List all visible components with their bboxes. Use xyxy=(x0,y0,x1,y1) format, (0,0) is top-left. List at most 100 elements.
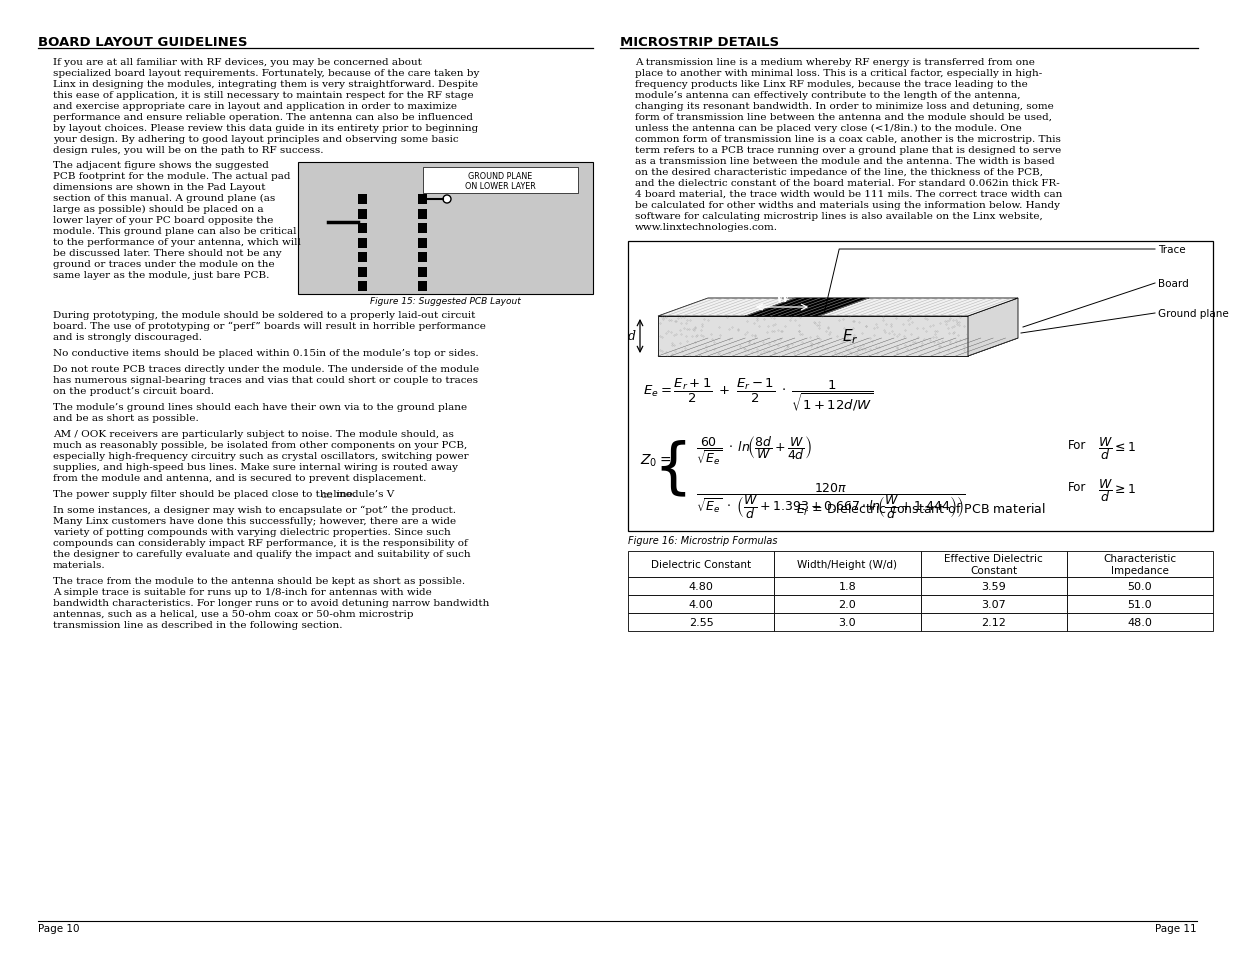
Text: lower layer of your PC board opposite the: lower layer of your PC board opposite th… xyxy=(53,215,273,225)
Text: 2.55: 2.55 xyxy=(689,618,714,627)
Bar xyxy=(417,282,427,292)
Text: PCB footprint for the module. The actual pad: PCB footprint for the module. The actual… xyxy=(53,172,290,181)
Text: Board: Board xyxy=(1158,278,1189,289)
Bar xyxy=(920,614,1067,631)
Text: For: For xyxy=(1068,438,1087,452)
Bar xyxy=(774,578,920,596)
Bar xyxy=(358,210,367,219)
Text: 51.0: 51.0 xyxy=(1128,599,1152,609)
Text: A simple trace is suitable for runs up to 1/8-inch for antennas with wide: A simple trace is suitable for runs up t… xyxy=(53,587,432,597)
Text: Figure 16: Microstrip Formulas: Figure 16: Microstrip Formulas xyxy=(629,536,778,545)
Text: d: d xyxy=(629,330,636,343)
Text: 3.0: 3.0 xyxy=(839,618,856,627)
Bar xyxy=(298,163,593,294)
Text: to the performance of your antenna, which will: to the performance of your antenna, whic… xyxy=(53,237,301,247)
Bar xyxy=(1067,552,1213,578)
Text: www.linxtechnologies.com.: www.linxtechnologies.com. xyxy=(635,223,778,232)
Text: ground or traces under the module on the: ground or traces under the module on the xyxy=(53,260,274,269)
Text: $Z_0=$: $Z_0=$ xyxy=(640,453,672,469)
Text: $\dfrac{W}{d} \geq 1$: $\dfrac{W}{d} \geq 1$ xyxy=(1098,476,1136,503)
Text: $\dfrac{120\pi}{\sqrt{E_e} \;\cdot\; \left(\dfrac{W}{d} + 1.393 + 0.667 \cdot \m: $\dfrac{120\pi}{\sqrt{E_e} \;\cdot\; \le… xyxy=(697,480,966,520)
Text: software for calculating microstrip lines is also available on the Linx website,: software for calculating microstrip line… xyxy=(635,212,1042,221)
Text: 2.12: 2.12 xyxy=(981,618,1007,627)
Text: No conductive items should be placed within 0.15in of the module’s top or sides.: No conductive items should be placed wit… xyxy=(53,349,479,357)
Text: Effective Dielectric
Constant: Effective Dielectric Constant xyxy=(945,554,1044,576)
Bar xyxy=(417,224,427,233)
Text: section of this manual. A ground plane (as: section of this manual. A ground plane (… xyxy=(53,193,275,203)
Text: form of transmission line between the antenna and the module should be used,: form of transmission line between the an… xyxy=(635,112,1052,122)
Text: Ground plane: Ground plane xyxy=(1158,309,1229,318)
Text: MICROSTRIP DETAILS: MICROSTRIP DETAILS xyxy=(620,36,779,49)
Bar xyxy=(1067,578,1213,596)
Bar xyxy=(358,253,367,263)
Text: Trace: Trace xyxy=(1158,245,1186,254)
Text: be calculated for other widths and materials using the information below. Handy: be calculated for other widths and mater… xyxy=(635,201,1060,210)
Text: Page 10: Page 10 xyxy=(38,923,79,933)
Text: 3.07: 3.07 xyxy=(982,599,1007,609)
Bar xyxy=(424,168,578,193)
Text: changing its resonant bandwidth. In order to minimize loss and detuning, some: changing its resonant bandwidth. In orde… xyxy=(635,102,1053,111)
Text: Linx in designing the modules, integrating them is very straightforward. Despite: Linx in designing the modules, integrati… xyxy=(53,80,478,89)
Bar xyxy=(629,552,774,578)
Text: and is strongly discouraged.: and is strongly discouraged. xyxy=(53,333,203,341)
Text: common form of transmission line is a coax cable, another is the microstrip. Thi: common form of transmission line is a co… xyxy=(635,135,1061,144)
Text: and exercise appropriate care in layout and application in order to maximize: and exercise appropriate care in layout … xyxy=(53,102,457,111)
Text: Do not route PCB traces directly under the module. The underside of the module: Do not route PCB traces directly under t… xyxy=(53,365,479,374)
Text: same layer as the module, just bare PCB.: same layer as the module, just bare PCB. xyxy=(53,271,269,280)
Text: unless the antenna can be placed very close (<1/8in.) to the module. One: unless the antenna can be placed very cl… xyxy=(635,124,1021,133)
Bar xyxy=(417,210,427,219)
Text: ON LOWER LAYER: ON LOWER LAYER xyxy=(466,182,536,191)
Polygon shape xyxy=(968,298,1018,356)
Bar xyxy=(1067,596,1213,614)
Text: 4.80: 4.80 xyxy=(689,581,714,592)
Text: supplies, and high-speed bus lines. Make sure internal wiring is routed away: supplies, and high-speed bus lines. Make… xyxy=(53,462,458,472)
Text: bandwidth characteristics. For longer runs or to avoid detuning narrow bandwidth: bandwidth characteristics. For longer ru… xyxy=(53,598,489,607)
Polygon shape xyxy=(745,298,869,316)
Text: 4 board material, the trace width would be 111 mils. The correct trace width can: 4 board material, the trace width would … xyxy=(635,190,1062,199)
Bar xyxy=(629,596,774,614)
Text: Figure 15: Suggested PCB Layout: Figure 15: Suggested PCB Layout xyxy=(370,296,521,306)
Text: as a transmission line between the module and the antenna. The width is based: as a transmission line between the modul… xyxy=(635,157,1055,166)
Text: and be as short as possible.: and be as short as possible. xyxy=(53,414,199,422)
Text: transmission line as described in the following section.: transmission line as described in the fo… xyxy=(53,620,342,629)
Text: materials.: materials. xyxy=(53,560,106,569)
Bar xyxy=(920,578,1067,596)
Text: term refers to a PCB trace running over a ground plane that is designed to serve: term refers to a PCB trace running over … xyxy=(635,146,1061,154)
Text: $E_r$ = Dielectric constant of PCB material: $E_r$ = Dielectric constant of PCB mater… xyxy=(795,501,1045,517)
Text: In some instances, a designer may wish to encapsulate or “pot” the product.: In some instances, a designer may wish t… xyxy=(53,505,456,515)
Text: CC: CC xyxy=(321,492,333,499)
Text: the designer to carefully evaluate and qualify the impact and suitability of suc: the designer to carefully evaluate and q… xyxy=(53,550,471,558)
Text: {: { xyxy=(653,438,693,497)
Text: and the dielectric constant of the board material. For standard 0.062in thick FR: and the dielectric constant of the board… xyxy=(635,179,1060,188)
Text: The trace from the module to the antenna should be kept as short as possible.: The trace from the module to the antenna… xyxy=(53,577,466,585)
Text: For: For xyxy=(1068,480,1087,494)
Text: W: W xyxy=(776,292,789,305)
Text: on the desired characteristic impedance of the line, the thickness of the PCB,: on the desired characteristic impedance … xyxy=(635,168,1044,177)
Text: frequency products like Linx RF modules, because the trace leading to the: frequency products like Linx RF modules,… xyxy=(635,80,1028,89)
Text: 4.00: 4.00 xyxy=(689,599,714,609)
Text: During prototyping, the module should be soldered to a properly laid-out circuit: During prototyping, the module should be… xyxy=(53,311,475,319)
Text: on the product’s circuit board.: on the product’s circuit board. xyxy=(53,387,214,395)
Bar xyxy=(920,552,1067,578)
Text: much as reasonably possible, be isolated from other components on your PCB,: much as reasonably possible, be isolated… xyxy=(53,440,467,450)
Text: this ease of application, it is still necessary to maintain respect for the RF s: this ease of application, it is still ne… xyxy=(53,91,474,100)
Polygon shape xyxy=(658,316,968,356)
Text: large as possible) should be placed on a: large as possible) should be placed on a xyxy=(53,205,263,213)
Text: compounds can considerably impact RF performance, it is the responsibility of: compounds can considerably impact RF per… xyxy=(53,538,468,547)
Bar xyxy=(417,253,427,263)
Circle shape xyxy=(443,195,451,204)
Text: If you are at all familiar with RF devices, you may be concerned about: If you are at all familiar with RF devic… xyxy=(53,58,422,67)
Text: 3.59: 3.59 xyxy=(982,581,1007,592)
Bar xyxy=(417,194,427,205)
Text: The adjacent figure shows the suggested: The adjacent figure shows the suggested xyxy=(53,161,269,170)
Text: AM / OOK receivers are particularly subject to noise. The module should, as: AM / OOK receivers are particularly subj… xyxy=(53,430,454,438)
Text: Characteristic
Impedance: Characteristic Impedance xyxy=(1103,554,1177,576)
Text: $E_r$: $E_r$ xyxy=(842,327,858,346)
Bar xyxy=(774,596,920,614)
Text: your design. By adhering to good layout principles and observing some basic: your design. By adhering to good layout … xyxy=(53,135,458,144)
Text: from the module and antenna, and is secured to prevent displacement.: from the module and antenna, and is secu… xyxy=(53,474,426,482)
Text: Dielectric Constant: Dielectric Constant xyxy=(651,559,751,569)
Text: line.: line. xyxy=(330,490,356,498)
Bar xyxy=(417,267,427,277)
Polygon shape xyxy=(658,338,1018,356)
